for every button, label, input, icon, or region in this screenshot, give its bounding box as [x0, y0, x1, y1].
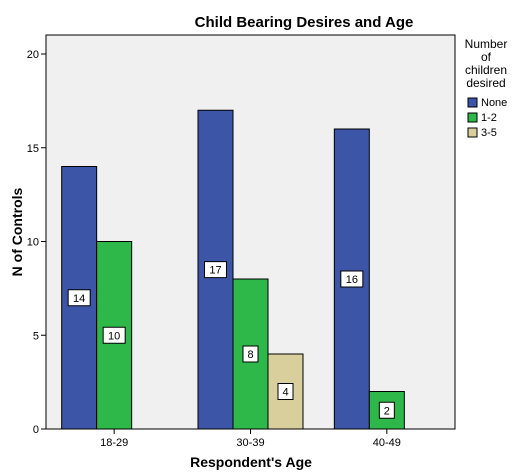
legend-title-line: Number [465, 37, 508, 51]
data-label-box [102, 326, 126, 344]
data-label: 16 [346, 274, 358, 286]
y-tick-label: 20 [27, 49, 39, 61]
legend-title-line: of [481, 50, 492, 64]
y-tick-label: 10 [27, 237, 39, 249]
x-tick-label: 40-49 [373, 437, 401, 449]
legend-label: None [481, 97, 507, 109]
legend-label: 1-2 [481, 112, 497, 124]
data-label: 10 [108, 330, 120, 342]
data-label-box [340, 270, 364, 288]
legend-swatch [467, 112, 478, 123]
data-label-box [67, 289, 91, 307]
data-label: 14 [73, 293, 85, 305]
y-tick-label: 0 [33, 424, 39, 436]
data-label-box [242, 345, 259, 363]
chart-title: Child Bearing Desires and Age [195, 14, 414, 31]
data-label-box [277, 383, 294, 400]
y-tick-label: 15 [27, 143, 39, 155]
y-tick-label: 5 [33, 330, 39, 342]
data-label: 8 [247, 349, 253, 361]
y-axis-title: N of Controls [9, 187, 25, 276]
bar-1-2-40-49 [368, 391, 405, 430]
data-label: 4 [282, 387, 288, 399]
legend-title-line: children [465, 63, 507, 77]
x-tick-label: 30-39 [236, 437, 264, 449]
legend-swatch [467, 97, 478, 108]
legend-title-line: desired [466, 76, 505, 90]
x-tick-label: 18-29 [100, 437, 128, 449]
legend-label: 3-5 [481, 127, 497, 139]
data-label: 17 [209, 265, 221, 277]
data-label-box [204, 261, 227, 279]
data-label: 2 [384, 405, 390, 417]
data-label-box [378, 401, 395, 419]
x-axis-title: Respondent's Age [190, 454, 312, 470]
legend-swatch [467, 127, 478, 138]
